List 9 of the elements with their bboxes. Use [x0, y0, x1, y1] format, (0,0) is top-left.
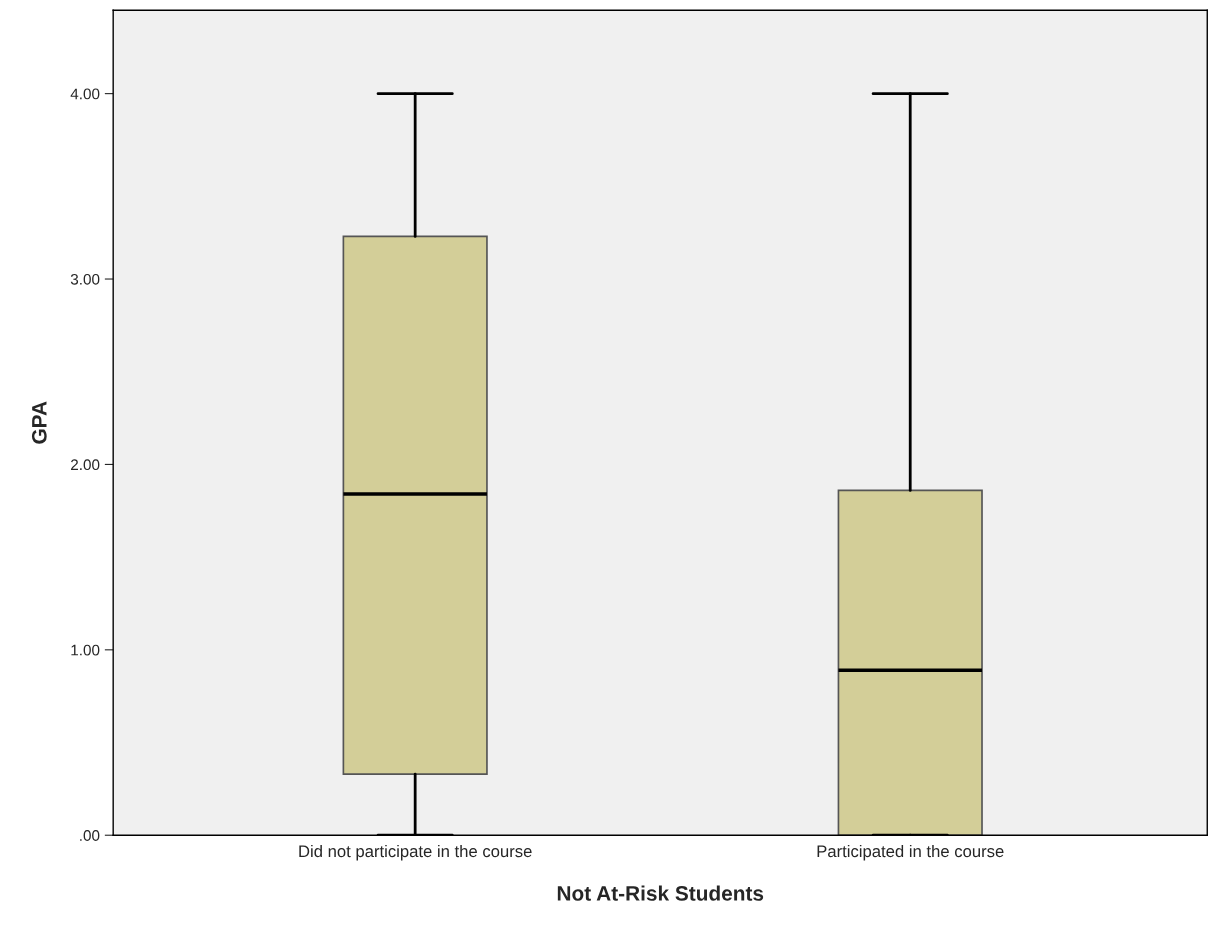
x-tick-label: Did not participate in the course [299, 844, 532, 861]
y-tick-label: 2.00 [71, 459, 100, 471]
y-tick-label: 3.00 [70, 273, 100, 285]
y-tick-label: .00 [80, 830, 100, 841]
x-axis-title: Not At-Risk Students [557, 885, 764, 901]
y-tick-label: 1.00 [71, 644, 100, 656]
y-tick-label: 4.00 [70, 88, 100, 100]
y-axis-title: GPA [31, 401, 47, 444]
x-tick-label: Participated in the course [817, 844, 1004, 861]
